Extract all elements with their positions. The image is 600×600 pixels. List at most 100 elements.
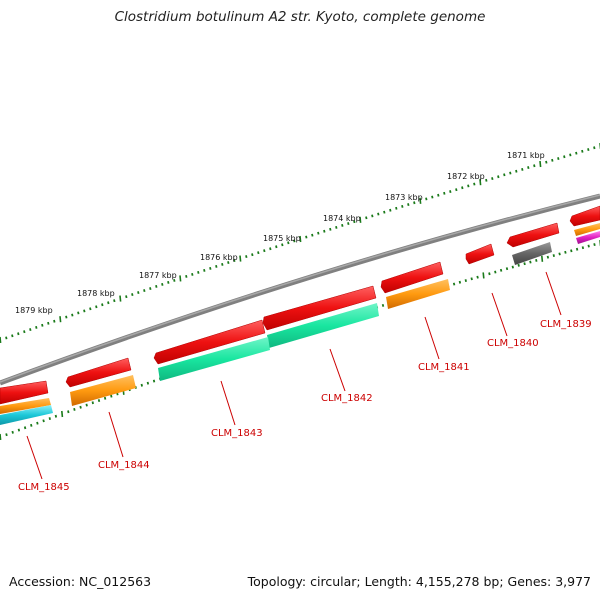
gene-labels: CLM_1839 CLM_1840 CLM_1841 CLM_1842 CLM_… <box>18 319 592 493</box>
minor-tick <box>443 191 446 195</box>
minor-tick <box>97 399 101 403</box>
gene-clm-1844-feature[interactable] <box>65 357 136 406</box>
label-leaders <box>26 271 562 480</box>
gene-clm-1843-feature[interactable] <box>153 319 270 381</box>
minor-tick <box>91 401 94 405</box>
minor-tick <box>293 239 296 243</box>
minor-tick <box>452 282 456 286</box>
minor-tick <box>85 403 88 407</box>
minor-tick <box>470 277 473 281</box>
minor-tick <box>523 262 526 266</box>
major-tick <box>539 160 542 168</box>
minor-tick <box>146 381 150 385</box>
gene-label-clm-1839: CLM_1839 <box>540 319 592 330</box>
minor-tick <box>515 169 518 173</box>
gene-clm-1845-feature[interactable] <box>0 380 53 425</box>
minor-tick <box>152 379 156 383</box>
minor-tick <box>29 328 32 332</box>
minor-tick <box>54 414 58 418</box>
minor-tick <box>149 287 152 291</box>
minor-tick <box>71 313 74 317</box>
minor-tick <box>161 282 164 286</box>
minor-tick <box>209 266 212 270</box>
major-tick <box>119 295 122 302</box>
minor-tick <box>383 210 386 214</box>
minor-tick <box>251 253 254 257</box>
minor-tick <box>587 244 590 248</box>
minor-tick <box>185 274 188 278</box>
minor-tick <box>263 249 266 253</box>
minor-tick <box>551 158 554 162</box>
minor-tick <box>125 295 128 299</box>
scale-label: 1878 kbp <box>77 289 115 298</box>
minor-tick <box>341 223 344 227</box>
minor-tick <box>287 241 290 245</box>
gene-label-clm-1841: CLM_1841 <box>418 362 470 373</box>
minor-tick <box>329 227 332 231</box>
minor-tick <box>140 383 143 387</box>
scale-label: 1876 kbp <box>200 253 238 262</box>
scale-label: 1879 kbp <box>15 306 53 315</box>
minor-tick <box>437 193 440 197</box>
minor-tick <box>257 251 260 255</box>
minor-tick <box>215 264 218 268</box>
minor-tick <box>461 186 464 190</box>
minor-tick <box>425 197 428 201</box>
minor-tick <box>65 315 68 319</box>
minor-tick <box>110 394 113 398</box>
minor-tick <box>275 245 278 249</box>
gene-clm-1839-feature[interactable] <box>506 205 600 265</box>
minor-tick <box>533 164 536 168</box>
minor-tick <box>155 284 158 288</box>
minor-tick <box>488 272 491 276</box>
minor-tick <box>35 325 38 329</box>
minor-tick <box>173 278 176 282</box>
minor-tick <box>11 430 14 434</box>
minor-tick <box>407 203 410 207</box>
minor-tick <box>41 323 44 327</box>
minor-tick <box>5 433 8 437</box>
scale-label: 1872 kbp <box>447 172 485 181</box>
minor-tick <box>535 258 538 262</box>
topology-text: Topology: circular; Length: 4,155,278 bp… <box>247 574 591 589</box>
minor-tick <box>563 155 566 159</box>
minor-tick <box>494 270 497 274</box>
gene-clm-1840-feature[interactable] <box>465 243 495 265</box>
minor-tick <box>53 319 56 323</box>
minor-tick <box>381 303 385 307</box>
gene-clm-1842-feature[interactable] <box>262 285 379 348</box>
major-tick <box>479 179 482 186</box>
minor-tick <box>464 279 467 283</box>
minor-tick <box>167 280 170 284</box>
minor-tick <box>497 175 500 179</box>
minor-tick <box>581 149 584 153</box>
minor-tick <box>570 249 573 253</box>
minor-tick <box>107 301 110 305</box>
minor-tick <box>365 216 368 220</box>
gene-features <box>0 205 600 425</box>
minor-tick <box>335 225 338 229</box>
minor-tick <box>281 243 284 247</box>
minor-tick <box>317 231 320 235</box>
gene-clm-1841-feature[interactable] <box>380 261 450 309</box>
major-tick <box>359 216 362 223</box>
minor-tick <box>546 255 550 259</box>
minor-tick <box>95 305 98 309</box>
minor-tick <box>245 255 248 259</box>
minor-tick <box>23 426 27 430</box>
minor-tick <box>48 417 51 421</box>
gene-label-clm-1840: CLM_1840 <box>487 338 539 349</box>
minor-tick <box>73 407 76 411</box>
accession-text: Accession: NC_012563 <box>9 574 152 589</box>
minor-tick <box>527 166 530 170</box>
major-tick <box>61 410 64 418</box>
scale-label: 1877 kbp <box>139 271 177 280</box>
genome-backbone-highlight <box>0 194 600 383</box>
minor-tick <box>67 410 70 414</box>
minor-tick <box>311 233 314 237</box>
minor-tick <box>347 222 350 226</box>
minor-tick <box>569 153 572 157</box>
minor-tick <box>593 146 596 150</box>
minor-tick <box>77 311 80 315</box>
minor-tick <box>371 214 374 218</box>
